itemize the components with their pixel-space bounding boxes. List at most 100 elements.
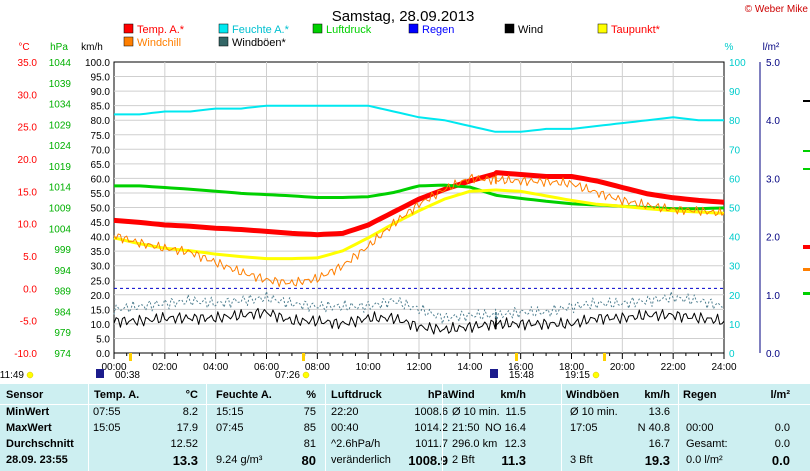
tick-pressure: 1039 — [49, 79, 72, 90]
legend-swatch — [597, 23, 608, 34]
series-line-feuchtea — [114, 104, 724, 133]
legend-label: Temp. A.* — [137, 24, 185, 36]
moon-icon — [490, 369, 498, 378]
tick-temp: -10.0 — [14, 349, 37, 360]
tick-pressure: 1034 — [49, 100, 72, 111]
panel-cell: 13.3 — [172, 453, 198, 468]
tick-pressure: 984 — [54, 307, 71, 318]
panel-cell: 17.9 — [176, 422, 198, 434]
chart-legend: Temp. A.* Feuchte A.* Luftdruck Regen Wind Ta… — [123, 23, 661, 49]
panel-cell: km/h — [500, 389, 526, 401]
tick-time: 06:00 — [254, 362, 279, 373]
event-time-label: 00:38 — [115, 370, 140, 381]
tick-wind: 35.0 — [91, 247, 111, 258]
panel-cell: Ø 10 min. — [452, 406, 500, 418]
tick-time: 04:00 — [203, 362, 228, 373]
tick-humidity: 0 — [729, 349, 735, 360]
panel-cell: 81 — [303, 438, 316, 450]
panel-cell: 28.09. 23:55 — [6, 454, 68, 466]
axis-label-pressure: hPa — [50, 42, 68, 53]
tick-humidity: 50 — [729, 204, 741, 215]
event-time-label: 19:15 — [565, 370, 590, 381]
tick-rain: 3.0 — [766, 174, 780, 185]
panel-divider — [206, 384, 207, 471]
panel-cell: 07:55 — [93, 406, 121, 418]
grid-lines — [114, 62, 724, 353]
legend-swatch — [218, 23, 229, 34]
panel-header-divider — [0, 404, 810, 405]
panel-cell: 85 — [303, 422, 316, 434]
summary-panel: Sensor Temp. A. °C Feuchte A.% Luftdruck hPa W… — [0, 384, 810, 471]
tick-wind: 65.0 — [91, 160, 111, 171]
panel-cell: veränderlich — [331, 454, 391, 466]
panel-cell: % — [306, 389, 316, 401]
tick-temp: 15.0 — [18, 187, 38, 198]
sun-icon — [302, 371, 310, 379]
tick-wind: 0.0 — [96, 349, 110, 360]
panel-cell: 0.0 — [774, 438, 790, 450]
panel-divider — [561, 384, 562, 471]
panel-cell: 00:40 — [331, 422, 359, 434]
legend-label: Windchill — [137, 37, 181, 49]
event-time-label: 07:26 — [275, 370, 300, 381]
panel-cell: 0.0 l/m² — [686, 454, 723, 466]
tick-wind: 70.0 — [91, 145, 111, 156]
panel-divider — [325, 384, 326, 471]
edge-fragment — [803, 268, 810, 271]
tick-time: 00:00 — [101, 362, 126, 373]
tick-pressure: 1009 — [49, 204, 72, 215]
tick-wind: 90.0 — [91, 87, 111, 98]
legend-label: Taupunkt* — [611, 24, 661, 36]
tick-time: 10:00 — [356, 362, 381, 373]
panel-cell: 80 — [301, 453, 316, 468]
legend-swatch — [123, 36, 134, 47]
legend-label: Luftdruck — [326, 24, 372, 36]
legend-swatch — [504, 23, 515, 34]
tick-rain: 2.0 — [766, 233, 780, 244]
series-line-windben — [113, 290, 725, 325]
tick-wind: 55.0 — [91, 189, 111, 200]
tick-time: 16:00 — [508, 362, 533, 373]
marker-tick — [515, 353, 518, 361]
panel-cell: 1008.9 — [408, 453, 448, 468]
tick-rain: 5.0 — [766, 58, 780, 69]
panel-divider — [442, 384, 443, 471]
legend-swatch — [408, 23, 419, 34]
edge-fragment — [803, 292, 810, 295]
tick-wind: 30.0 — [91, 262, 111, 273]
tick-time: 12:00 — [406, 362, 431, 373]
series-line-taupunkt — [113, 188, 725, 261]
tick-pressure: 989 — [54, 287, 71, 298]
panel-cell: 1008.6 — [414, 406, 448, 418]
panel-cell: Sensor — [6, 389, 44, 401]
panel-cell: Feuchte A. — [216, 389, 272, 401]
panel-cell: ^2.6hPa/h — [331, 438, 381, 450]
event-markers: 11:49 00:38 07:26 15:48 19:15 — [0, 353, 606, 381]
panel-cell: 75 — [303, 406, 316, 418]
panel-cell: km/h — [644, 389, 670, 401]
legend-label: Wind — [518, 24, 543, 36]
sun-icon — [592, 371, 600, 379]
tick-humidity: 40 — [729, 233, 741, 244]
panel-cell: 22:20 — [331, 406, 359, 418]
panel-divider — [88, 384, 89, 471]
panel-divider — [678, 384, 679, 471]
panel-cell: Regen — [683, 389, 717, 401]
tick-pressure: 1019 — [49, 162, 72, 173]
panel-cell: 13.6 — [648, 406, 670, 418]
panel-cell: 0.0 — [771, 453, 790, 468]
tick-humidity: 80 — [729, 116, 741, 127]
event-time-label: 11:49 — [0, 370, 24, 381]
panel-cell: Luftdruck — [331, 389, 382, 401]
panel-cell: 296.0 km — [452, 438, 498, 450]
legend-label: Windböen* — [232, 37, 287, 49]
panel-cell: l/m² — [770, 389, 790, 401]
tick-time: 24:00 — [711, 362, 736, 373]
tick-pressure: 1004 — [49, 224, 72, 235]
panel-cell: 19.3 — [644, 453, 670, 468]
panel-cell: Gesamt: — [686, 438, 728, 450]
panel-cell: 0.0 — [774, 422, 790, 434]
tick-wind: 100.0 — [85, 58, 110, 69]
axis-ticks: 100.095.090.085.080.075.070.065.060.055.… — [14, 58, 780, 373]
tick-humidity: 60 — [729, 174, 741, 185]
